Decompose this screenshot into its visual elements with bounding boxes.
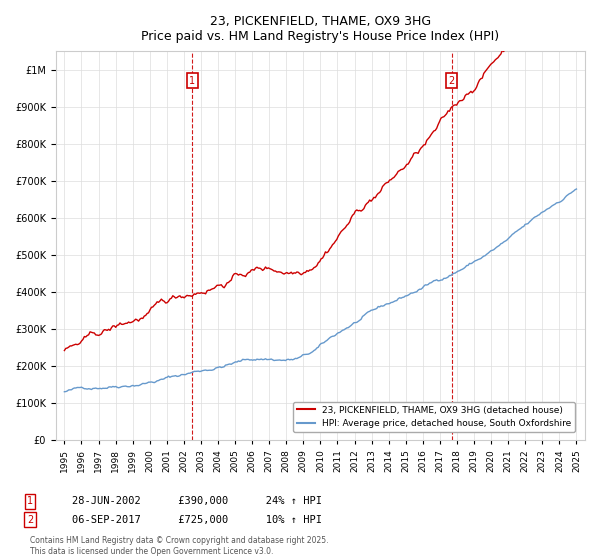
- Text: 1: 1: [190, 76, 196, 86]
- Text: 1: 1: [27, 496, 33, 506]
- Text: 2: 2: [27, 515, 33, 525]
- Text: 28-JUN-2002      £390,000      24% ↑ HPI: 28-JUN-2002 £390,000 24% ↑ HPI: [72, 496, 322, 506]
- Text: 2: 2: [449, 76, 455, 86]
- Text: Contains HM Land Registry data © Crown copyright and database right 2025.
This d: Contains HM Land Registry data © Crown c…: [30, 536, 329, 556]
- Title: 23, PICKENFIELD, THAME, OX9 3HG
Price paid vs. HM Land Registry's House Price In: 23, PICKENFIELD, THAME, OX9 3HG Price pa…: [142, 15, 499, 43]
- Text: 06-SEP-2017      £725,000      10% ↑ HPI: 06-SEP-2017 £725,000 10% ↑ HPI: [72, 515, 322, 525]
- Legend: 23, PICKENFIELD, THAME, OX9 3HG (detached house), HPI: Average price, detached h: 23, PICKENFIELD, THAME, OX9 3HG (detache…: [293, 402, 575, 432]
